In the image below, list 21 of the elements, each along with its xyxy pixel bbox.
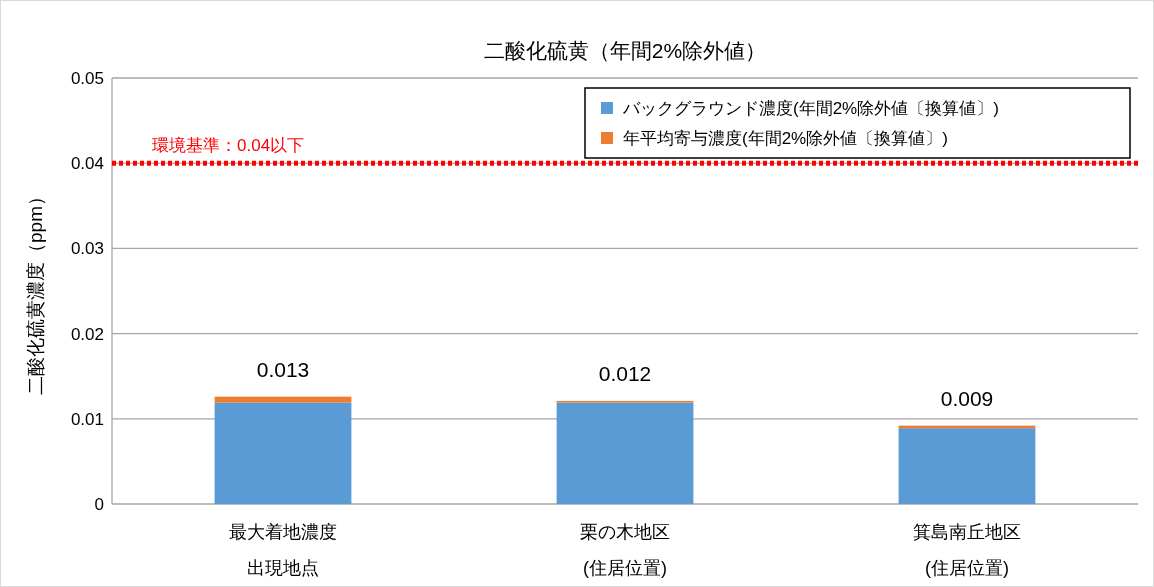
- total-label: 0.013: [256, 357, 310, 381]
- y-tick-label: 0.01: [70, 409, 104, 429]
- bar: [556, 402, 694, 504]
- y-tick-label: 0.03: [70, 239, 104, 259]
- x-tick-label: 栗の木地区(住居位置): [580, 522, 670, 578]
- ref-line-label: 環境基準：0.04以下: [152, 136, 305, 156]
- y-tick-label: 0: [94, 494, 104, 514]
- chart-title: 二酸化硫黄（年間2%除外値）: [483, 39, 767, 62]
- bar: [214, 402, 352, 504]
- bar: [898, 428, 1036, 504]
- y-tick-label: 0.02: [70, 324, 104, 344]
- y-tick-label: 0.05: [70, 68, 104, 88]
- total-label: 0.009: [940, 386, 994, 410]
- y-tick-label: 0.04: [70, 154, 104, 174]
- y-axis-title: 二酸化硫黄濃度（ppm）: [25, 187, 46, 395]
- legend-label: 年平均寄与濃度(年間2%除外値〔換算値〕): [623, 128, 948, 148]
- x-tick-label: 箕島南丘地区(住居位置): [913, 522, 1021, 578]
- legend-label: バックグラウンド濃度(年間2%除外値〔換算値〕): [622, 98, 999, 118]
- bar: [214, 396, 352, 403]
- x-tick-label: 最大着地濃度出現地点: [229, 522, 337, 578]
- total-label: 0.012: [598, 361, 652, 385]
